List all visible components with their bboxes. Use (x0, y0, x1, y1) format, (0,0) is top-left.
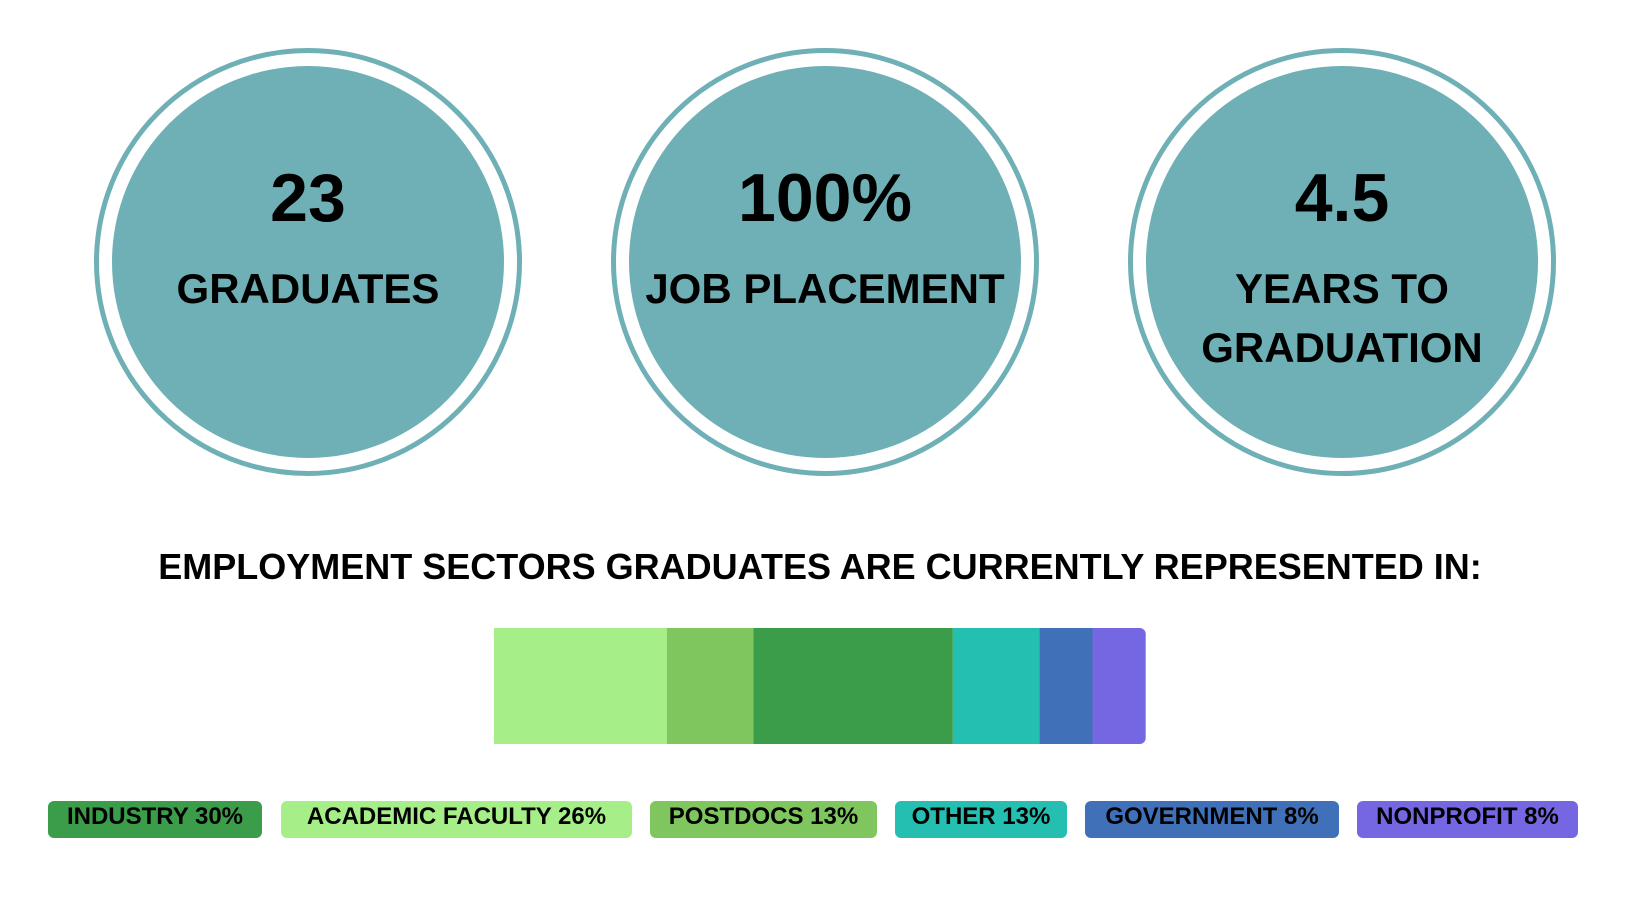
stat-label-line1: YEARS TO (1235, 265, 1449, 312)
bar-segment-other (952, 628, 1040, 744)
bar-segment-government (1039, 628, 1093, 744)
stat-years-to-graduation: 4.5 YEARS TO GRADUATION (1128, 48, 1556, 476)
stat-graduates: 23 GRADUATES (94, 48, 522, 476)
stat-label: GRADUATES (176, 265, 440, 312)
bar-segment-academic-faculty (494, 628, 667, 744)
legend-item: POSTDOCS 13% (650, 801, 877, 838)
legend-item: GOVERNMENT 8% (1085, 801, 1339, 838)
stat-circle: 4.5 YEARS TO GRADUATION (1146, 66, 1538, 458)
legend-item: ACADEMIC FACULTY 26% (281, 801, 632, 838)
bar-segment-postdocs (666, 628, 754, 744)
legend-item: OTHER 13% (895, 801, 1067, 838)
stat-value: 100% (738, 160, 912, 236)
stat-job-placement: 100% JOB PLACEMENT (611, 48, 1039, 476)
stat-circle: 100% JOB PLACEMENT (629, 66, 1021, 458)
stat-label-line2: GRADUATION (1201, 324, 1483, 371)
stat-circle: 23 GRADUATES (112, 66, 504, 458)
bar-end-cap (1131, 628, 1146, 744)
stat-label: JOB PLACEMENT (645, 265, 1005, 312)
stat-value: 23 (270, 160, 346, 236)
bar-segment-industry (753, 628, 953, 744)
legend-item: NONPROFIT 8% (1357, 801, 1578, 838)
legend-item: INDUSTRY 30% (48, 801, 262, 838)
stat-value: 4.5 (1294, 160, 1390, 236)
chart-title: EMPLOYMENT SECTORS GRADUATES ARE CURRENT… (158, 546, 1482, 587)
stat-label: YEARS TO GRADUATION (1146, 259, 1538, 377)
